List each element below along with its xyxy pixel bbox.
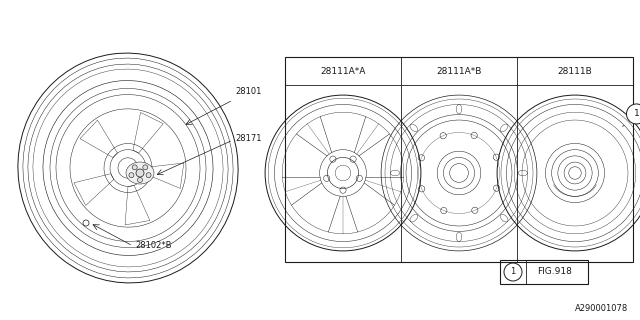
Bar <box>500 260 588 284</box>
Ellipse shape <box>126 162 154 184</box>
Text: 1: 1 <box>634 109 639 118</box>
Circle shape <box>136 169 144 177</box>
Text: 28111A*B: 28111A*B <box>436 67 482 76</box>
Text: 28111B: 28111B <box>557 67 593 76</box>
Circle shape <box>129 173 134 178</box>
Text: 1: 1 <box>510 268 516 276</box>
Text: A290001078: A290001078 <box>575 304 628 313</box>
Circle shape <box>132 165 137 170</box>
Text: 28171: 28171 <box>235 133 262 142</box>
Circle shape <box>138 178 143 182</box>
Text: FIG.918: FIG.918 <box>538 268 572 276</box>
Circle shape <box>627 104 640 124</box>
Text: 28102*B: 28102*B <box>135 241 172 250</box>
Circle shape <box>146 173 151 178</box>
Circle shape <box>143 165 148 170</box>
Text: 28101: 28101 <box>235 87 261 96</box>
Bar <box>285 57 633 262</box>
Text: 28111A*A: 28111A*A <box>320 67 365 76</box>
